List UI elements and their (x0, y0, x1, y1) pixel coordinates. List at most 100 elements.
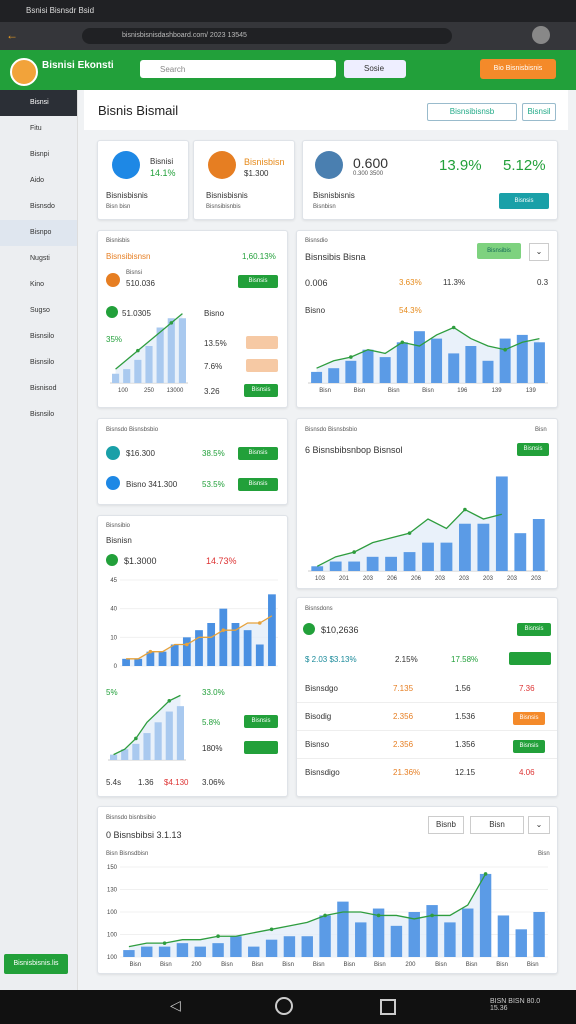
x-label: Bisn (129, 962, 141, 968)
point (400, 340, 405, 345)
filter-button[interactable]: Bisnb (428, 816, 464, 834)
sidebar-item[interactable]: Bisnsilo (30, 359, 55, 366)
row-button[interactable]: Bisnsis (238, 447, 278, 460)
x-label: 201 (339, 576, 350, 582)
y-label: 100 (107, 955, 118, 961)
dropdown[interactable]: ⌄ (529, 243, 549, 261)
x-label: 200 (405, 962, 416, 968)
sidebar-item[interactable]: Sugso (30, 307, 50, 314)
y-label: 40 (110, 607, 117, 613)
summary-card-wide: 0.600 0.300 3500 Bisnisbisnis Bisnbisn 1… (302, 140, 558, 220)
stat: $ 2.03 $3.13% (305, 655, 357, 664)
widget-button[interactable]: Bisnsis (517, 443, 549, 456)
bar (533, 912, 545, 957)
home[interactable] (275, 997, 293, 1015)
widget: Bisnsibio Bisnisn $1.3000 14.73% 45 40 10 0… (97, 515, 288, 797)
bar (514, 533, 527, 571)
search-input[interactable]: Search (140, 60, 336, 78)
card-label: Bisnisbisnis (106, 191, 148, 200)
stat: 3.63% (399, 278, 422, 287)
tab-title[interactable]: Bsnisi Bisnsdr Bsid (26, 6, 95, 15)
widget-title: 0 Bisnsbibsi 3.1.13 (106, 830, 182, 840)
card-button[interactable]: Bisnsis (499, 193, 549, 209)
list-button[interactable]: Bisnsis (244, 715, 278, 728)
sidebar-item[interactable]: Bisnpi (30, 151, 50, 158)
bar (431, 338, 443, 383)
sidebar-footer-button[interactable]: Bisnisbisnis.lis (4, 954, 68, 974)
point (463, 507, 467, 512)
list-button[interactable] (246, 336, 278, 349)
pct: 35% (106, 335, 123, 344)
button[interactable] (509, 652, 551, 665)
bar (143, 733, 151, 760)
point (134, 736, 138, 741)
x-label: 203 (507, 576, 518, 582)
bar (170, 644, 179, 666)
sidebar-item[interactable]: Kino (30, 281, 45, 288)
point (430, 913, 434, 918)
cell: 7.36 (519, 684, 535, 693)
pct: 54.3% (399, 306, 422, 315)
filter-button[interactable]: Bisn (470, 816, 524, 834)
cell: Bisnsdigo (305, 768, 340, 777)
sidebar-item[interactable]: Bisnisod (30, 385, 57, 392)
bar (231, 623, 240, 666)
dropdown[interactable]: ⌄ (528, 816, 550, 834)
bar (396, 342, 408, 383)
divider (297, 702, 557, 703)
bar (516, 334, 528, 383)
bar (482, 360, 494, 383)
sidebar-item[interactable]: Bisnsdo (30, 203, 55, 210)
cell: 4.06 (519, 768, 535, 777)
x-label: 203 (531, 576, 542, 582)
page-action[interactable]: Bisnsibisnsb (427, 103, 517, 121)
y-label: 0 (114, 664, 118, 670)
title-bar (84, 90, 568, 130)
back-button[interactable]: ← (6, 28, 18, 42)
avatar[interactable] (532, 26, 550, 44)
widget-button[interactable]: Bisnsibis (477, 243, 521, 259)
button[interactable]: Bisnsis (517, 623, 551, 636)
row-button[interactable]: Bisnsis (513, 740, 545, 753)
card-value: 14.1% (150, 168, 176, 178)
bar (448, 353, 460, 383)
card-sub: Bisnbisn (313, 204, 336, 210)
x-label: Bisn (374, 962, 386, 968)
sidebar-item[interactable]: Bisnsi (0, 90, 77, 116)
back[interactable]: ◁ (170, 997, 181, 1013)
x-label: 13000 (167, 388, 184, 394)
sidebar-item[interactable]: Bisnsilo (30, 411, 55, 418)
bar (533, 342, 545, 383)
sidebar-item[interactable]: Nugsti (30, 255, 50, 262)
logo: Bisnisi Ekonsti (42, 60, 114, 71)
sidebar-item[interactable]: Bisnpo (0, 220, 77, 246)
sidebar-item[interactable]: Fitu (30, 125, 42, 132)
row-button[interactable]: Bisnsis (238, 275, 278, 288)
cell: 1.56 (455, 684, 471, 693)
list-button[interactable]: Bisnsis (244, 384, 278, 397)
widget-heading: Bisnsibio (106, 523, 131, 529)
url: bisnisbisnisdashboard.com/ 2023 13545 (122, 32, 247, 39)
x-label: 250 (144, 388, 155, 394)
cta-button[interactable]: Bio Bisnisbisnis (480, 59, 556, 79)
row-button[interactable]: Bisnsis (238, 478, 278, 491)
list-button[interactable] (246, 359, 278, 372)
page-action[interactable]: Bisnsil (522, 103, 556, 121)
point (185, 642, 189, 647)
cell: 1.356 (455, 740, 476, 749)
cell: Bisodig (305, 712, 332, 721)
row-button[interactable]: Bisnsis (513, 712, 545, 725)
point (376, 913, 381, 918)
list-button[interactable] (244, 741, 278, 754)
url-field[interactable]: bisnisbisnisdashboard.com/ 2023 13545 (82, 28, 452, 44)
row-pct: 53.5% (202, 480, 225, 489)
x-label: Bisn (160, 962, 172, 968)
cell: 12.15 (455, 768, 476, 777)
sidebar-item[interactable]: Aido (30, 177, 45, 184)
recents[interactable] (380, 999, 396, 1015)
sidebar-item[interactable]: Bisnsilo (30, 333, 55, 340)
legend: Bisn (538, 851, 550, 857)
bar (366, 556, 379, 571)
search-button[interactable]: Sosie (344, 60, 406, 78)
